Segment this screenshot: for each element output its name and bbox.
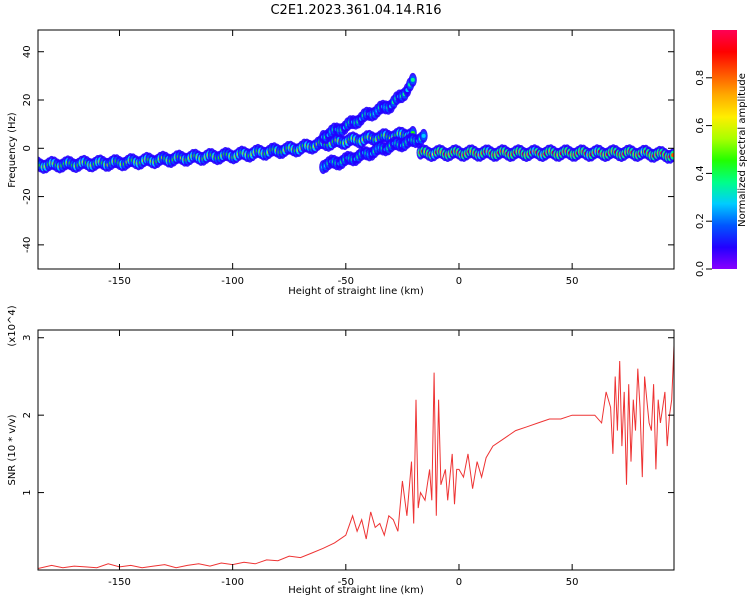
heatmap-core [671,153,674,158]
colorbar: 0.0 0.2 0.4 0.6 0.8 Normalized spectral ampl… [695,30,748,277]
spectrogram-ticks: -150 -100 -50 0 50 -40 -20 0 20 40 [22,30,674,287]
spectrogram-y-tick-label: 40 [22,45,33,58]
spectrogram-panel: -150 -100 -50 0 50 -40 -20 0 20 40 Height of stra… [7,29,675,297]
spectrogram-x-axis-label: Height of straight line (km) [288,286,424,297]
colorbar-tick-label: 0.0 [695,261,706,277]
snr-plot-area [38,345,674,569]
spectrogram-x-tick-label: -150 [108,276,131,287]
spectrogram-y-tick-label: -40 [22,237,33,253]
spectrogram-y-axis-label: Frequency (Hz) [7,112,18,188]
colorbar-tick-label: 0.4 [695,165,706,181]
snr-x-axis-label: Height of straight line (km) [288,585,424,596]
snr-series-line [38,345,674,569]
snr-scale-label: (x10^4) [7,305,18,346]
snr-x-tick-label: -50 [338,577,354,588]
colorbar-gradient [712,30,737,269]
heatmap-core [410,77,415,82]
snr-x-tick-label: 50 [566,577,579,588]
spectrogram-y-tick-label: -20 [22,188,33,204]
spectrogram-x-tick-label: -50 [338,276,354,287]
snr-x-tick-label: 0 [456,577,462,588]
snr-y-axis-label: SNR (10 * v/v) [7,414,18,485]
spectrogram-x-tick-label: 50 [566,276,579,287]
heatmap-core [421,133,426,138]
snr-y-tick-label: 2 [22,412,33,418]
snr-x-tick-label: -100 [221,577,244,588]
spectrogram-plot-area [38,72,674,175]
colorbar-label: Normalized spectral amplitude [737,73,748,227]
snr-ticks: -150 -100 -50 0 50 1 2 3 [22,330,674,588]
chart-title: C2E1.2023.361.04.14.R16 [270,3,441,18]
colorbar-ticks: 0.0 0.2 0.4 0.6 0.8 [695,70,712,277]
colorbar-tick-label: 0.6 [695,118,706,134]
spectrogram-x-tick-label: -100 [221,276,244,287]
snr-panel: -150 -100 -50 0 50 1 2 3 Height of straight lin… [7,305,675,596]
spectrogram-x-tick-label: 0 [456,276,462,287]
snr-x-tick-label: -150 [108,577,131,588]
spectrogram-y-tick-label: 20 [22,94,33,107]
spectrogram-y-tick-label: 0 [22,145,33,151]
colorbar-tick-label: 0.8 [695,70,706,86]
snr-y-tick-label: 3 [22,335,33,341]
spectrogram-frame [37,29,675,270]
snr-frame [37,329,675,571]
snr-y-tick-label: 1 [22,489,33,495]
colorbar-tick-label: 0.2 [695,213,706,229]
